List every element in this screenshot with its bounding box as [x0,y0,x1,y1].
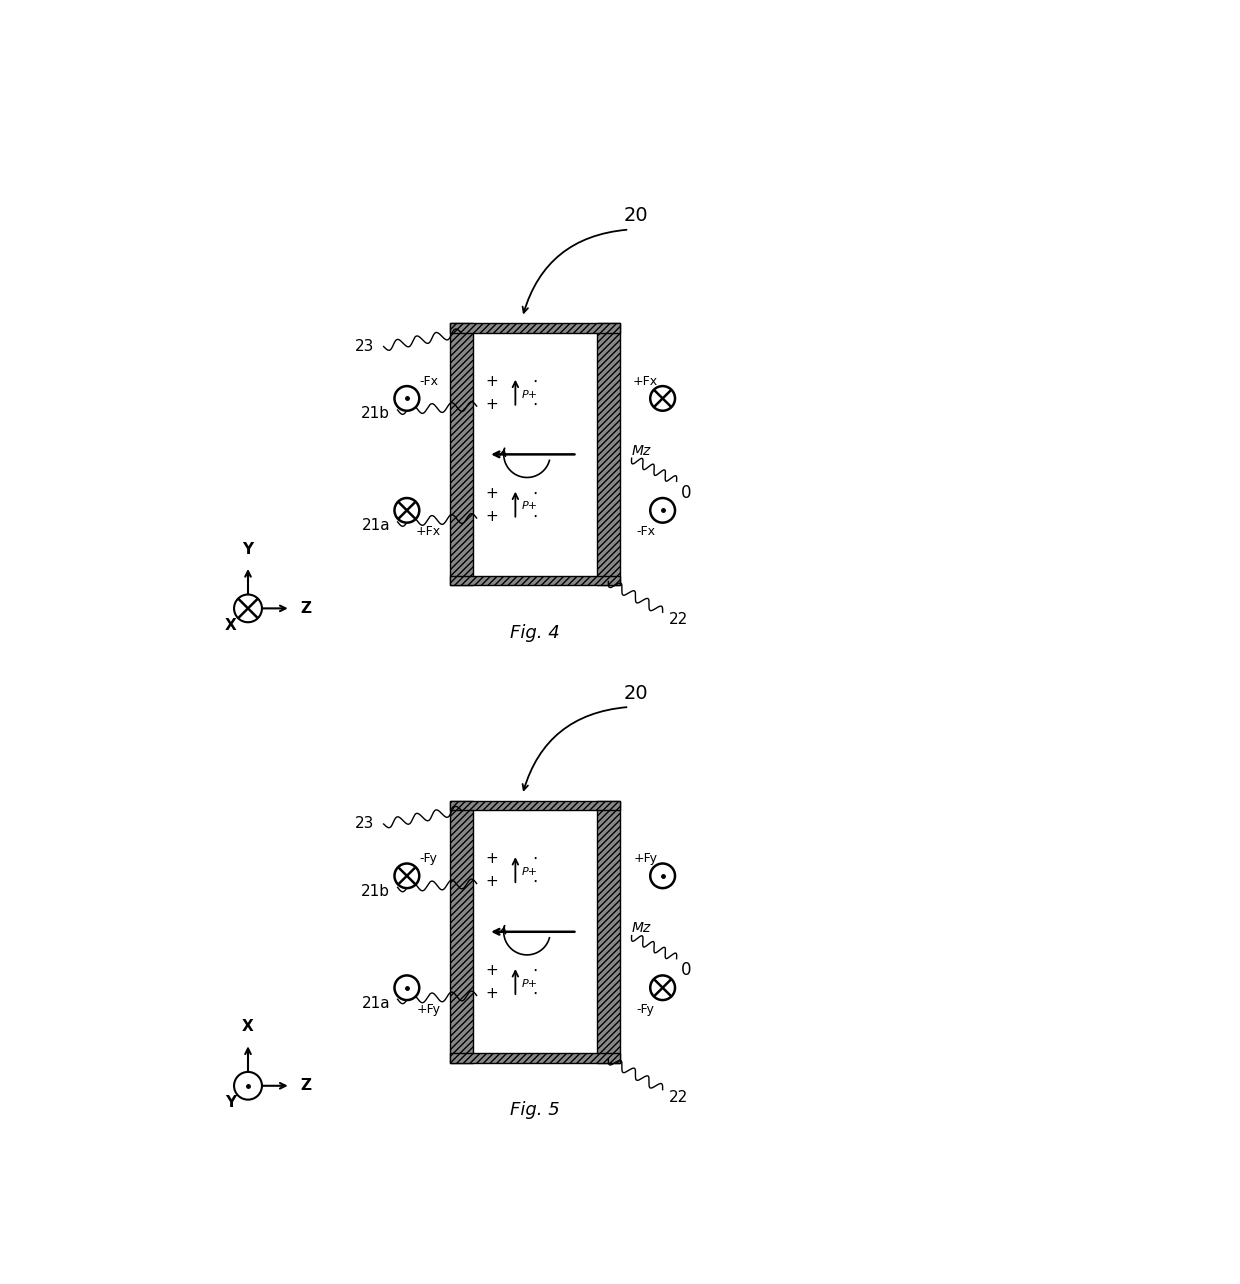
Text: P+: P+ [522,867,538,877]
Text: +: + [486,374,498,389]
Text: 23: 23 [355,339,374,354]
Bar [449,1053,620,1063]
Circle shape [650,864,675,889]
Text: +: + [486,485,498,501]
Text: +Fy: +Fy [417,1003,440,1016]
Text: +: + [486,851,498,867]
Text: ⋅: ⋅ [532,850,537,868]
Text: -Fy: -Fy [419,853,438,865]
Text: Z: Z [300,601,311,616]
Text: 21a: 21a [362,995,391,1011]
Text: 22: 22 [668,612,688,628]
Text: Mz: Mz [631,921,651,935]
Circle shape [394,864,419,889]
Text: 0: 0 [681,962,691,980]
Text: Mz: Mz [631,443,651,457]
Text: 21a: 21a [362,519,391,533]
Text: +Fx: +Fx [415,525,441,538]
Text: +: + [486,397,498,412]
Circle shape [650,386,675,411]
Bar [449,577,620,586]
Text: ⋅: ⋅ [532,962,537,980]
Circle shape [234,1072,262,1099]
Text: 0: 0 [681,484,691,502]
Circle shape [394,386,419,411]
Circle shape [234,594,262,623]
Text: 21b: 21b [361,883,391,899]
Text: P+: P+ [522,978,538,989]
Text: +: + [486,963,498,978]
Text: X: X [242,1019,254,1034]
Bar [472,333,596,577]
Text: 20: 20 [624,683,647,702]
Bar [449,324,620,333]
Text: -Fx: -Fx [419,375,438,388]
Text: +: + [486,986,498,1002]
Text: 23: 23 [355,817,374,832]
Bar [449,324,472,586]
Bar [449,801,620,810]
Text: ⋅: ⋅ [532,507,537,525]
Text: Y: Y [226,1095,237,1111]
Text: ⋅: ⋅ [532,372,537,390]
Text: +: + [486,508,498,524]
Circle shape [394,498,419,523]
Text: -Fx: -Fx [636,525,655,538]
Bar [449,801,472,1063]
Text: P+: P+ [522,502,538,511]
Text: -Fy: -Fy [636,1003,655,1016]
Text: ⋅: ⋅ [532,873,537,891]
Text: ⋅: ⋅ [532,985,537,1003]
Bar [472,810,596,1053]
Text: 22: 22 [668,1090,688,1104]
Text: Fig. 4: Fig. 4 [510,624,559,642]
Text: Fig. 5: Fig. 5 [510,1102,559,1120]
Text: Z: Z [300,1079,311,1093]
Text: Y: Y [243,542,253,557]
Text: +: + [486,874,498,890]
Text: 21b: 21b [361,406,391,421]
Text: +Fy: +Fy [634,853,657,865]
Text: ⋅: ⋅ [532,395,537,413]
Bar [596,324,620,586]
Circle shape [650,976,675,1000]
Text: X: X [226,618,237,633]
Text: +Fx: +Fx [632,375,658,388]
Circle shape [650,498,675,523]
Circle shape [394,976,419,1000]
Text: P+: P+ [522,389,538,399]
Text: ⋅: ⋅ [532,484,537,502]
Bar [596,801,620,1063]
Text: 20: 20 [624,207,647,225]
